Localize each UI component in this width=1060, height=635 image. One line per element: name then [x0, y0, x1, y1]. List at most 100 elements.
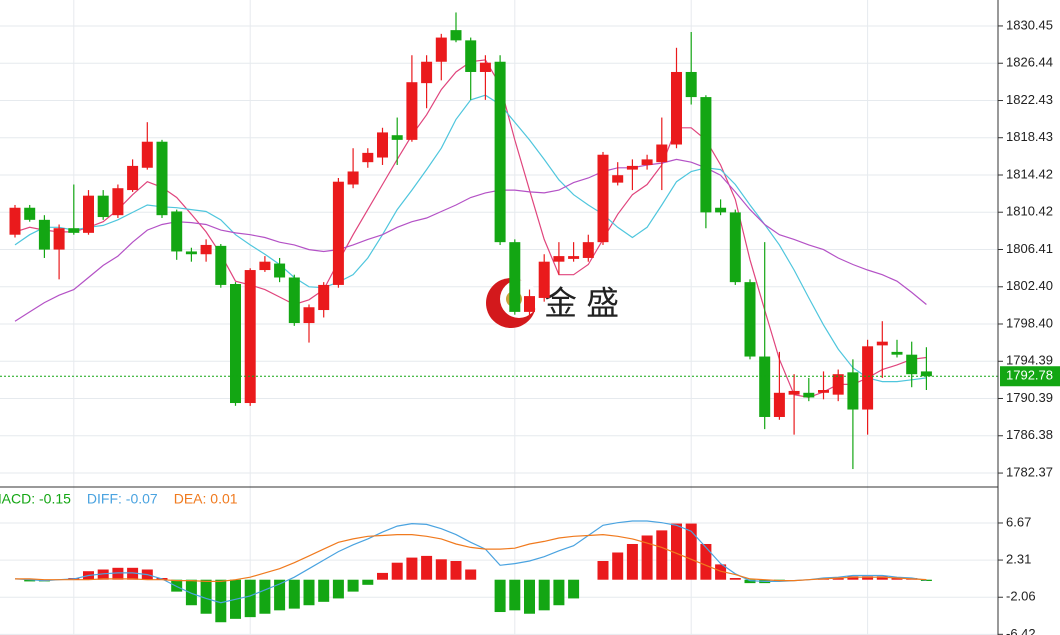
- y-tick-label: -6.42: [1006, 626, 1036, 635]
- candle-body: [215, 245, 227, 285]
- macd-bar: [862, 576, 874, 580]
- candle-body: [259, 261, 271, 271]
- macd-bar: [24, 579, 36, 582]
- candle-body: [876, 341, 888, 346]
- candle-body: [671, 71, 682, 145]
- candle-body: [582, 242, 594, 258]
- candle-body: [685, 71, 697, 98]
- candle-body: [759, 356, 771, 417]
- candle-body: [729, 212, 741, 283]
- candle-body: [465, 40, 477, 72]
- legend-label: DIFF: -0.07: [87, 491, 158, 507]
- macd-bar: [524, 579, 535, 614]
- candle-body: [112, 188, 124, 216]
- candle-body: [274, 263, 286, 278]
- candle-body: [509, 242, 521, 312]
- candle-body: [479, 62, 491, 72]
- candle-body: [406, 82, 418, 140]
- macd-bar: [274, 579, 286, 611]
- macd-line: [15, 533, 927, 582]
- candle-body: [494, 61, 506, 243]
- macd-bar: [568, 579, 580, 599]
- macd-bar: [538, 579, 550, 611]
- y-tick-label: 6.67: [1006, 514, 1031, 529]
- macd-bar: [832, 578, 844, 580]
- macd-bar: [626, 543, 638, 580]
- macd-bar: [215, 579, 227, 623]
- candle-body: [303, 307, 315, 324]
- macd-bar: [641, 535, 653, 580]
- candle-body: [788, 390, 800, 395]
- macd-bar: [171, 579, 183, 592]
- candle-body: [200, 244, 212, 255]
- macd-bar: [185, 579, 197, 606]
- candle-body: [332, 181, 344, 285]
- candle-body: [803, 392, 815, 398]
- candle-body: [156, 141, 168, 216]
- macd-bar: [288, 579, 300, 609]
- macd-bar: [744, 579, 756, 584]
- y-tick-label: 1826.44: [1006, 55, 1053, 70]
- candle-body: [435, 37, 447, 62]
- y-tick-label: 1814.42: [1006, 166, 1053, 181]
- y-tick-label: 1802.40: [1006, 278, 1053, 293]
- candle-body: [127, 165, 139, 191]
- y-tick-label: 1818.43: [1006, 129, 1053, 144]
- macd-bar: [671, 523, 682, 580]
- candle-body: [318, 284, 330, 311]
- macd-bar: [318, 579, 330, 602]
- macd-bar: [377, 572, 388, 580]
- y-tick-label: 1810.42: [1006, 204, 1053, 219]
- macd-bar: [729, 578, 741, 580]
- candle-body: [288, 277, 300, 324]
- candle-body: [656, 144, 668, 163]
- macd-bar: [685, 523, 697, 580]
- candle-body: [538, 261, 550, 298]
- macd-bar: [553, 579, 565, 606]
- watermark: 金 盛: [486, 278, 619, 328]
- y-tick-label: 1782.37: [1006, 464, 1053, 479]
- y-tick-label: 1798.40: [1006, 315, 1053, 330]
- last-price-label: 1792.78: [1006, 368, 1053, 383]
- y-tick-label: -2.06: [1006, 589, 1036, 604]
- macd-bar: [656, 530, 668, 580]
- candle-body: [450, 30, 462, 41]
- macd-bar: [920, 579, 932, 581]
- candle-body: [818, 390, 829, 393]
- candle-body: [68, 228, 80, 233]
- candle-body: [24, 207, 36, 220]
- macd-bar: [876, 576, 888, 580]
- y-tick-label: 1786.38: [1006, 427, 1053, 442]
- macd-bar: [715, 564, 727, 580]
- candle-body: [53, 228, 65, 250]
- y-tick-label: 1794.39: [1006, 353, 1053, 368]
- macd-line: [14, 520, 927, 604]
- macd-bar: [127, 567, 139, 580]
- candle-body: [141, 141, 153, 168]
- candle-body: [524, 296, 535, 312]
- y-tick-label: 1822.43: [1006, 92, 1053, 107]
- macd-bar: [112, 567, 124, 580]
- candle-body: [641, 159, 653, 165]
- macd-bar: [597, 561, 609, 580]
- y-tick-label: 2.31: [1006, 552, 1031, 567]
- macd-bar: [200, 579, 212, 614]
- macd-bar: [891, 578, 903, 580]
- macd-bar: [244, 579, 256, 618]
- macd-bar: [700, 543, 712, 580]
- candle-body: [832, 374, 844, 395]
- macd-bar: [259, 579, 271, 614]
- candle-body: [847, 372, 859, 410]
- macd-bar: [450, 561, 462, 580]
- macd-bar: [362, 579, 374, 585]
- macd-bar: [421, 555, 433, 580]
- candle-body: [597, 154, 609, 243]
- y-tick-label: 1830.45: [1006, 17, 1053, 32]
- macd-bar: [612, 552, 624, 580]
- candle-body: [97, 195, 109, 218]
- macd-bar: [435, 559, 447, 580]
- candle-body: [171, 211, 183, 252]
- macd-bar: [347, 579, 359, 592]
- legend-label: MACD: -0.15: [0, 491, 71, 507]
- candle-body: [362, 152, 374, 163]
